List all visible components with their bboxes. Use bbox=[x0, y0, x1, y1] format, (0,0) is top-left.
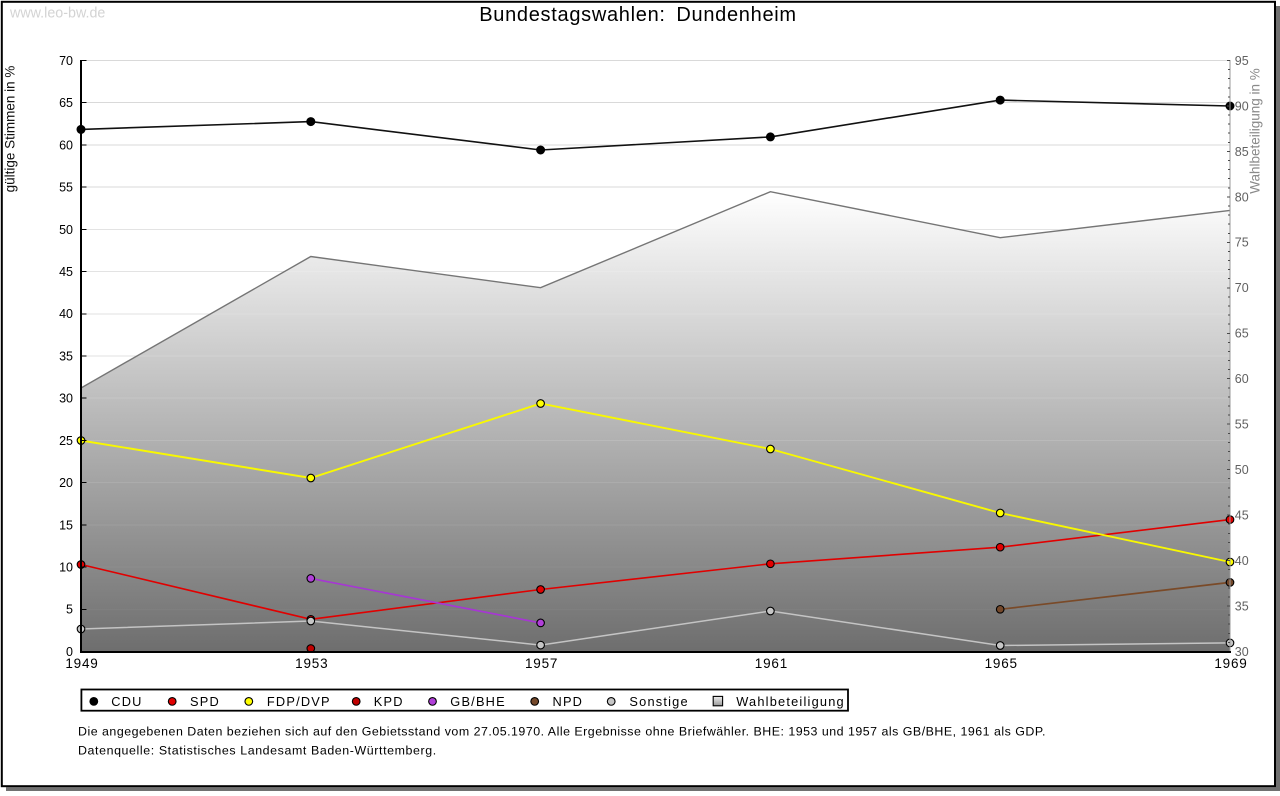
svg-text:70: 70 bbox=[1235, 281, 1249, 295]
svg-text:60: 60 bbox=[1235, 372, 1249, 386]
svg-text:1957: 1957 bbox=[525, 656, 558, 671]
svg-text:55: 55 bbox=[1235, 418, 1249, 432]
svg-text:30: 30 bbox=[1235, 645, 1249, 659]
svg-text:GB/BHE: GB/BHE bbox=[450, 694, 506, 709]
svg-text:0: 0 bbox=[66, 645, 73, 659]
svg-text:1953: 1953 bbox=[295, 656, 328, 671]
svg-text:Datenquelle: Statistisches Lan: Datenquelle: Statistisches Landesamt Bad… bbox=[78, 743, 437, 757]
svg-text:50: 50 bbox=[59, 223, 73, 237]
svg-text:55: 55 bbox=[59, 181, 73, 195]
svg-text:65: 65 bbox=[1235, 327, 1249, 341]
svg-text:SPD: SPD bbox=[190, 694, 220, 709]
svg-text:45: 45 bbox=[59, 265, 73, 279]
svg-text:10: 10 bbox=[59, 561, 73, 575]
svg-text:Die angegebenen Daten beziehen: Die angegebenen Daten beziehen sich auf … bbox=[78, 724, 1046, 738]
svg-text:20: 20 bbox=[59, 476, 73, 490]
svg-text:CDU: CDU bbox=[111, 694, 142, 709]
svg-text:80: 80 bbox=[1235, 190, 1249, 204]
svg-text:KPD: KPD bbox=[374, 694, 404, 709]
svg-text:95: 95 bbox=[1235, 54, 1249, 68]
svg-text:Wahlbeteiligung in %: Wahlbeteiligung in % bbox=[1248, 68, 1263, 194]
svg-text:25: 25 bbox=[59, 434, 73, 448]
svg-text:1969: 1969 bbox=[1214, 656, 1247, 671]
svg-text:1949: 1949 bbox=[65, 656, 98, 671]
svg-text:35: 35 bbox=[59, 349, 73, 363]
svg-text:Sonstige: Sonstige bbox=[629, 694, 688, 709]
svg-text:1961: 1961 bbox=[755, 656, 788, 671]
svg-text:Wahlbeteiligung: Wahlbeteiligung bbox=[736, 694, 845, 709]
svg-text:Bundestagswahlen: Dundenheim: Bundestagswahlen: Dundenheim bbox=[479, 4, 797, 26]
svg-text:50: 50 bbox=[1235, 463, 1249, 477]
svg-text:45: 45 bbox=[1235, 509, 1249, 523]
svg-text:15: 15 bbox=[59, 518, 73, 532]
svg-text:65: 65 bbox=[59, 96, 73, 110]
svg-text:60: 60 bbox=[59, 138, 73, 152]
svg-text:FDP/DVP: FDP/DVP bbox=[267, 694, 331, 709]
svg-text:40: 40 bbox=[1235, 554, 1249, 568]
svg-text:1965: 1965 bbox=[985, 656, 1018, 671]
svg-text:5: 5 bbox=[66, 603, 73, 617]
svg-text:35: 35 bbox=[1235, 599, 1249, 613]
svg-text:75: 75 bbox=[1235, 236, 1249, 250]
svg-text:gültige Stimmen in %: gültige Stimmen in % bbox=[3, 66, 18, 193]
svg-text:85: 85 bbox=[1235, 145, 1249, 159]
svg-text:www.leo-bw.de: www.leo-bw.de bbox=[9, 5, 105, 21]
svg-text:70: 70 bbox=[59, 54, 73, 68]
svg-text:40: 40 bbox=[59, 307, 73, 321]
svg-text:NPD: NPD bbox=[553, 694, 584, 709]
svg-text:90: 90 bbox=[1235, 99, 1249, 113]
svg-text:30: 30 bbox=[59, 392, 73, 406]
